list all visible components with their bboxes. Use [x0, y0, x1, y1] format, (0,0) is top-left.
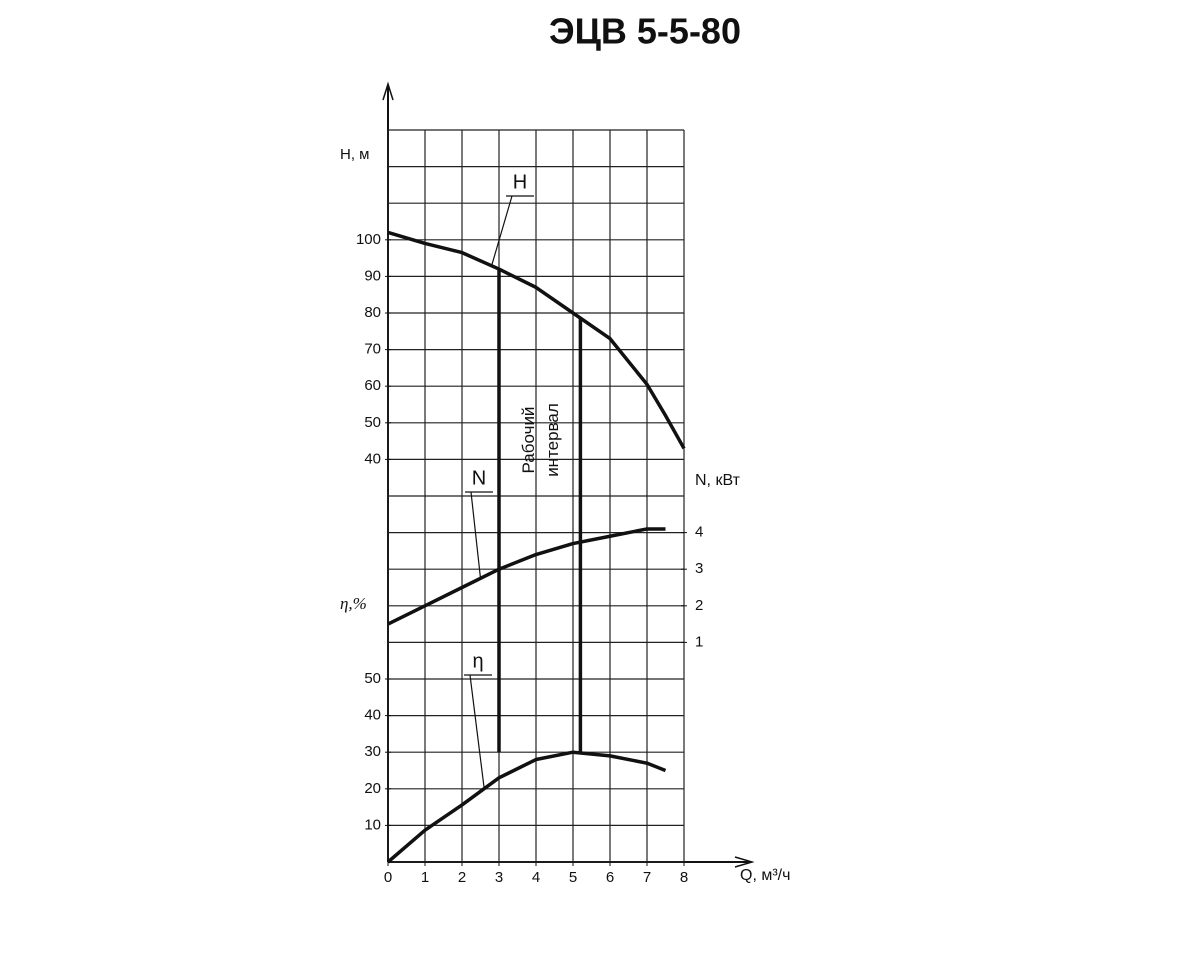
y3-axis-label: η,%	[340, 594, 367, 613]
y3-tick-label: 40	[364, 707, 381, 724]
y3-tick-label: 10	[364, 816, 381, 833]
x-tick-label: 3	[495, 869, 503, 886]
x-tick-label: 8	[680, 869, 688, 886]
x-tick-label: 7	[643, 869, 651, 886]
x-tick-label: 2	[458, 869, 466, 886]
y-tick-label: 90	[364, 267, 381, 284]
y2-tick-label: 1	[695, 633, 703, 650]
series-label: H	[513, 171, 527, 193]
x-tick-label: 5	[569, 869, 577, 886]
y2-tick-label: 3	[695, 560, 703, 577]
x-tick-label: 1	[421, 869, 429, 886]
series-line	[387, 527, 666, 626]
y-axis-label: H, м	[340, 146, 369, 163]
y2-axis-label: N, кВт	[695, 472, 741, 489]
y3-tick-label: 20	[364, 780, 381, 797]
x-tick-label: 4	[532, 869, 540, 886]
callout-leader	[491, 195, 534, 266]
y3-tick-label: 50	[364, 670, 381, 687]
y-tick-label: 80	[364, 304, 381, 321]
series-label: N	[472, 467, 486, 489]
x-tick-label: 6	[606, 869, 614, 886]
y2-tick-label: 4	[695, 524, 703, 541]
y-tick-label: 50	[364, 414, 381, 431]
x-axis-arrow	[734, 856, 755, 868]
annotation: Рабочий	[519, 407, 538, 474]
y3-tick-label: 30	[364, 743, 381, 760]
x-axis-label: Q, м³/ч	[740, 867, 790, 884]
y-tick-label: 100	[356, 231, 381, 248]
series-line	[387, 230, 686, 450]
series-line	[386, 750, 667, 864]
annotation: интервал	[543, 403, 562, 477]
callout-leader	[464, 674, 492, 789]
y-axis-arrow	[382, 81, 394, 101]
series-label: η	[472, 650, 483, 672]
callout-leader	[465, 491, 493, 579]
y-tick-label: 70	[364, 341, 381, 358]
y2-tick-label: 2	[695, 597, 703, 614]
y-tick-label: 60	[364, 377, 381, 394]
chart-title: ЭЦВ 5-5-80	[549, 11, 741, 52]
x-tick-label: 0	[384, 869, 392, 886]
y-tick-label: 40	[364, 450, 381, 467]
